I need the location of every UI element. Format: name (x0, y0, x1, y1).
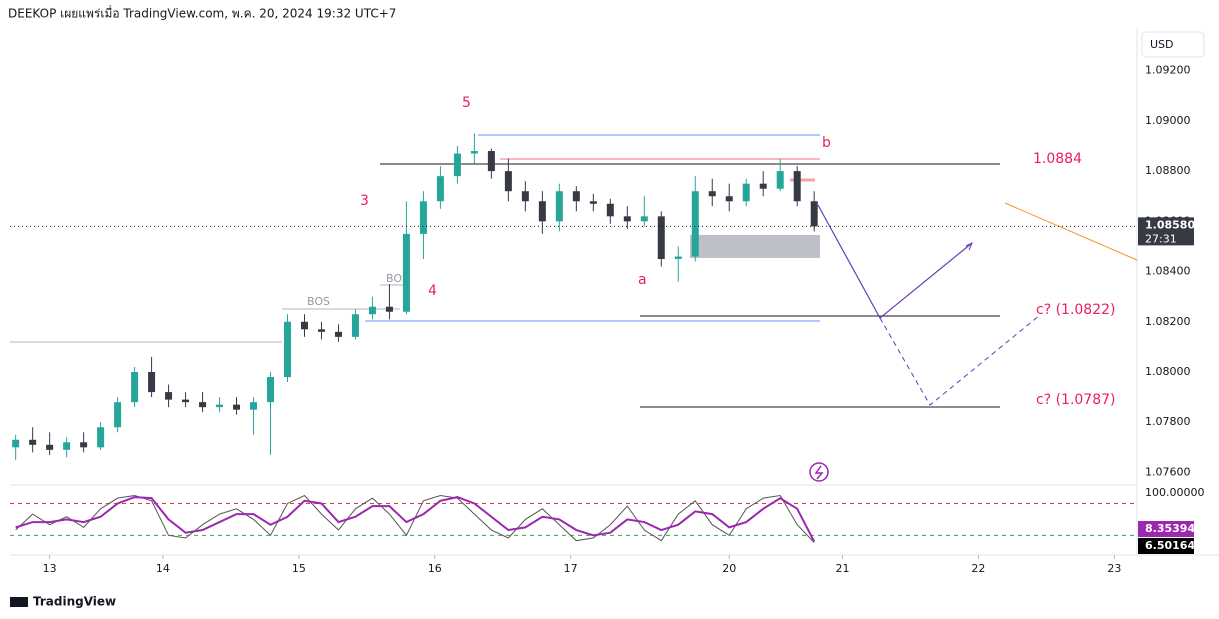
series-line (15, 496, 816, 542)
candle-body (759, 183, 767, 189)
candle-body (436, 176, 444, 202)
y-tick-label: 1.07800 (1145, 415, 1191, 428)
y-tick-label: 1.08000 (1145, 365, 1191, 378)
value-badge (1138, 538, 1194, 554)
countdown: 27:31 (1145, 232, 1177, 245)
candle-body (46, 444, 54, 450)
x-tick-label: 21 (836, 562, 850, 575)
header: DEEKOP เผยแพร่เมื่อ TradingView.com, พ.ค… (8, 5, 396, 21)
candle-body (182, 399, 190, 403)
candle-body (148, 372, 156, 393)
candle-body (691, 191, 699, 257)
candle-body (300, 321, 308, 330)
candle-body (284, 321, 292, 378)
candle-body (29, 439, 37, 445)
value-badge (1138, 521, 1194, 537)
candle-body (368, 306, 376, 315)
drawing-box (690, 235, 820, 258)
wave-label: 3 (360, 193, 369, 209)
candle-body (793, 171, 801, 202)
candle-body (657, 216, 665, 260)
candle-body (114, 402, 122, 428)
candle-body (250, 402, 258, 410)
y-tick-label: 1.08400 (1145, 265, 1191, 278)
candle-body (453, 153, 461, 177)
candle-body (538, 201, 546, 222)
y-tick-label: 1.07600 (1145, 465, 1191, 478)
candle-body (317, 329, 325, 332)
candle-body (385, 306, 393, 312)
candle-body (334, 331, 342, 337)
wave-label: b (822, 135, 831, 151)
candle-body (810, 201, 818, 227)
candle-body (12, 439, 20, 448)
candle-body (131, 372, 139, 403)
candle-body (521, 191, 529, 202)
x-tick-label: 15 (292, 562, 306, 575)
candle-body (640, 216, 648, 222)
x-tick-label: 22 (971, 562, 985, 575)
candle-body (725, 196, 733, 202)
footer: TradingView (33, 595, 116, 609)
y-tick-label: 1.08800 (1145, 164, 1191, 177)
x-tick-label: 23 (1107, 562, 1121, 575)
candle-body (572, 191, 580, 202)
event-icon[interactable] (809, 462, 829, 482)
last-price-badge (1138, 217, 1194, 246)
candle-body (470, 151, 478, 154)
x-tick-label: 16 (428, 562, 442, 575)
y-tick-label: 100.00000 (1145, 486, 1205, 499)
candle-body (199, 402, 207, 408)
candle-body (555, 191, 563, 222)
candle-body (606, 203, 614, 217)
event-icon-bolt (814, 465, 824, 480)
x-tick-label: 20 (722, 562, 736, 575)
candle-body (233, 404, 241, 410)
candle-body (402, 233, 410, 312)
x-tick-label: 14 (156, 562, 170, 575)
x-tick-label: 13 (43, 562, 57, 575)
level-label: 1.0884 (1033, 151, 1082, 167)
bos-label: BOS (307, 295, 330, 308)
last-price-label: 1.08580 (1145, 218, 1195, 231)
candle-body (97, 427, 105, 448)
candle-body (708, 191, 716, 197)
candle-body (165, 392, 173, 400)
x-tick-label: 17 (564, 562, 578, 575)
wave-label: 5 (462, 95, 471, 111)
target-label: c? (1.0822) (1036, 302, 1116, 318)
candle-body (63, 442, 71, 450)
target-label: c? (1.0787) (1036, 392, 1116, 408)
candle-body (674, 256, 682, 260)
candle-body (504, 171, 512, 192)
value-badge-label: 6.50164 (1145, 539, 1195, 552)
y-tick-label: 1.09200 (1145, 64, 1191, 77)
candle-body (589, 201, 597, 204)
value-badge-label: 8.35394 (1145, 522, 1195, 535)
logo (10, 597, 28, 607)
candle-body (623, 216, 631, 222)
wave-label: 4 (428, 283, 437, 299)
candle-body (80, 442, 88, 448)
candle-body (776, 171, 784, 189)
candle-body (216, 404, 224, 408)
candle-body (487, 151, 495, 172)
candle-body (351, 314, 359, 337)
y-tick-label: 1.08200 (1145, 315, 1191, 328)
wave-label: a (638, 272, 647, 288)
candle-body (742, 183, 750, 202)
arrow-head (965, 241, 973, 251)
candle-body (267, 377, 275, 403)
currency: USD (1150, 38, 1174, 51)
currency-box[interactable] (1141, 31, 1205, 58)
y-tick-label: 1.09000 (1145, 114, 1191, 127)
candle-body (419, 201, 427, 234)
drawing-line (1004, 202, 1138, 261)
projection-dashed (879, 314, 1041, 406)
